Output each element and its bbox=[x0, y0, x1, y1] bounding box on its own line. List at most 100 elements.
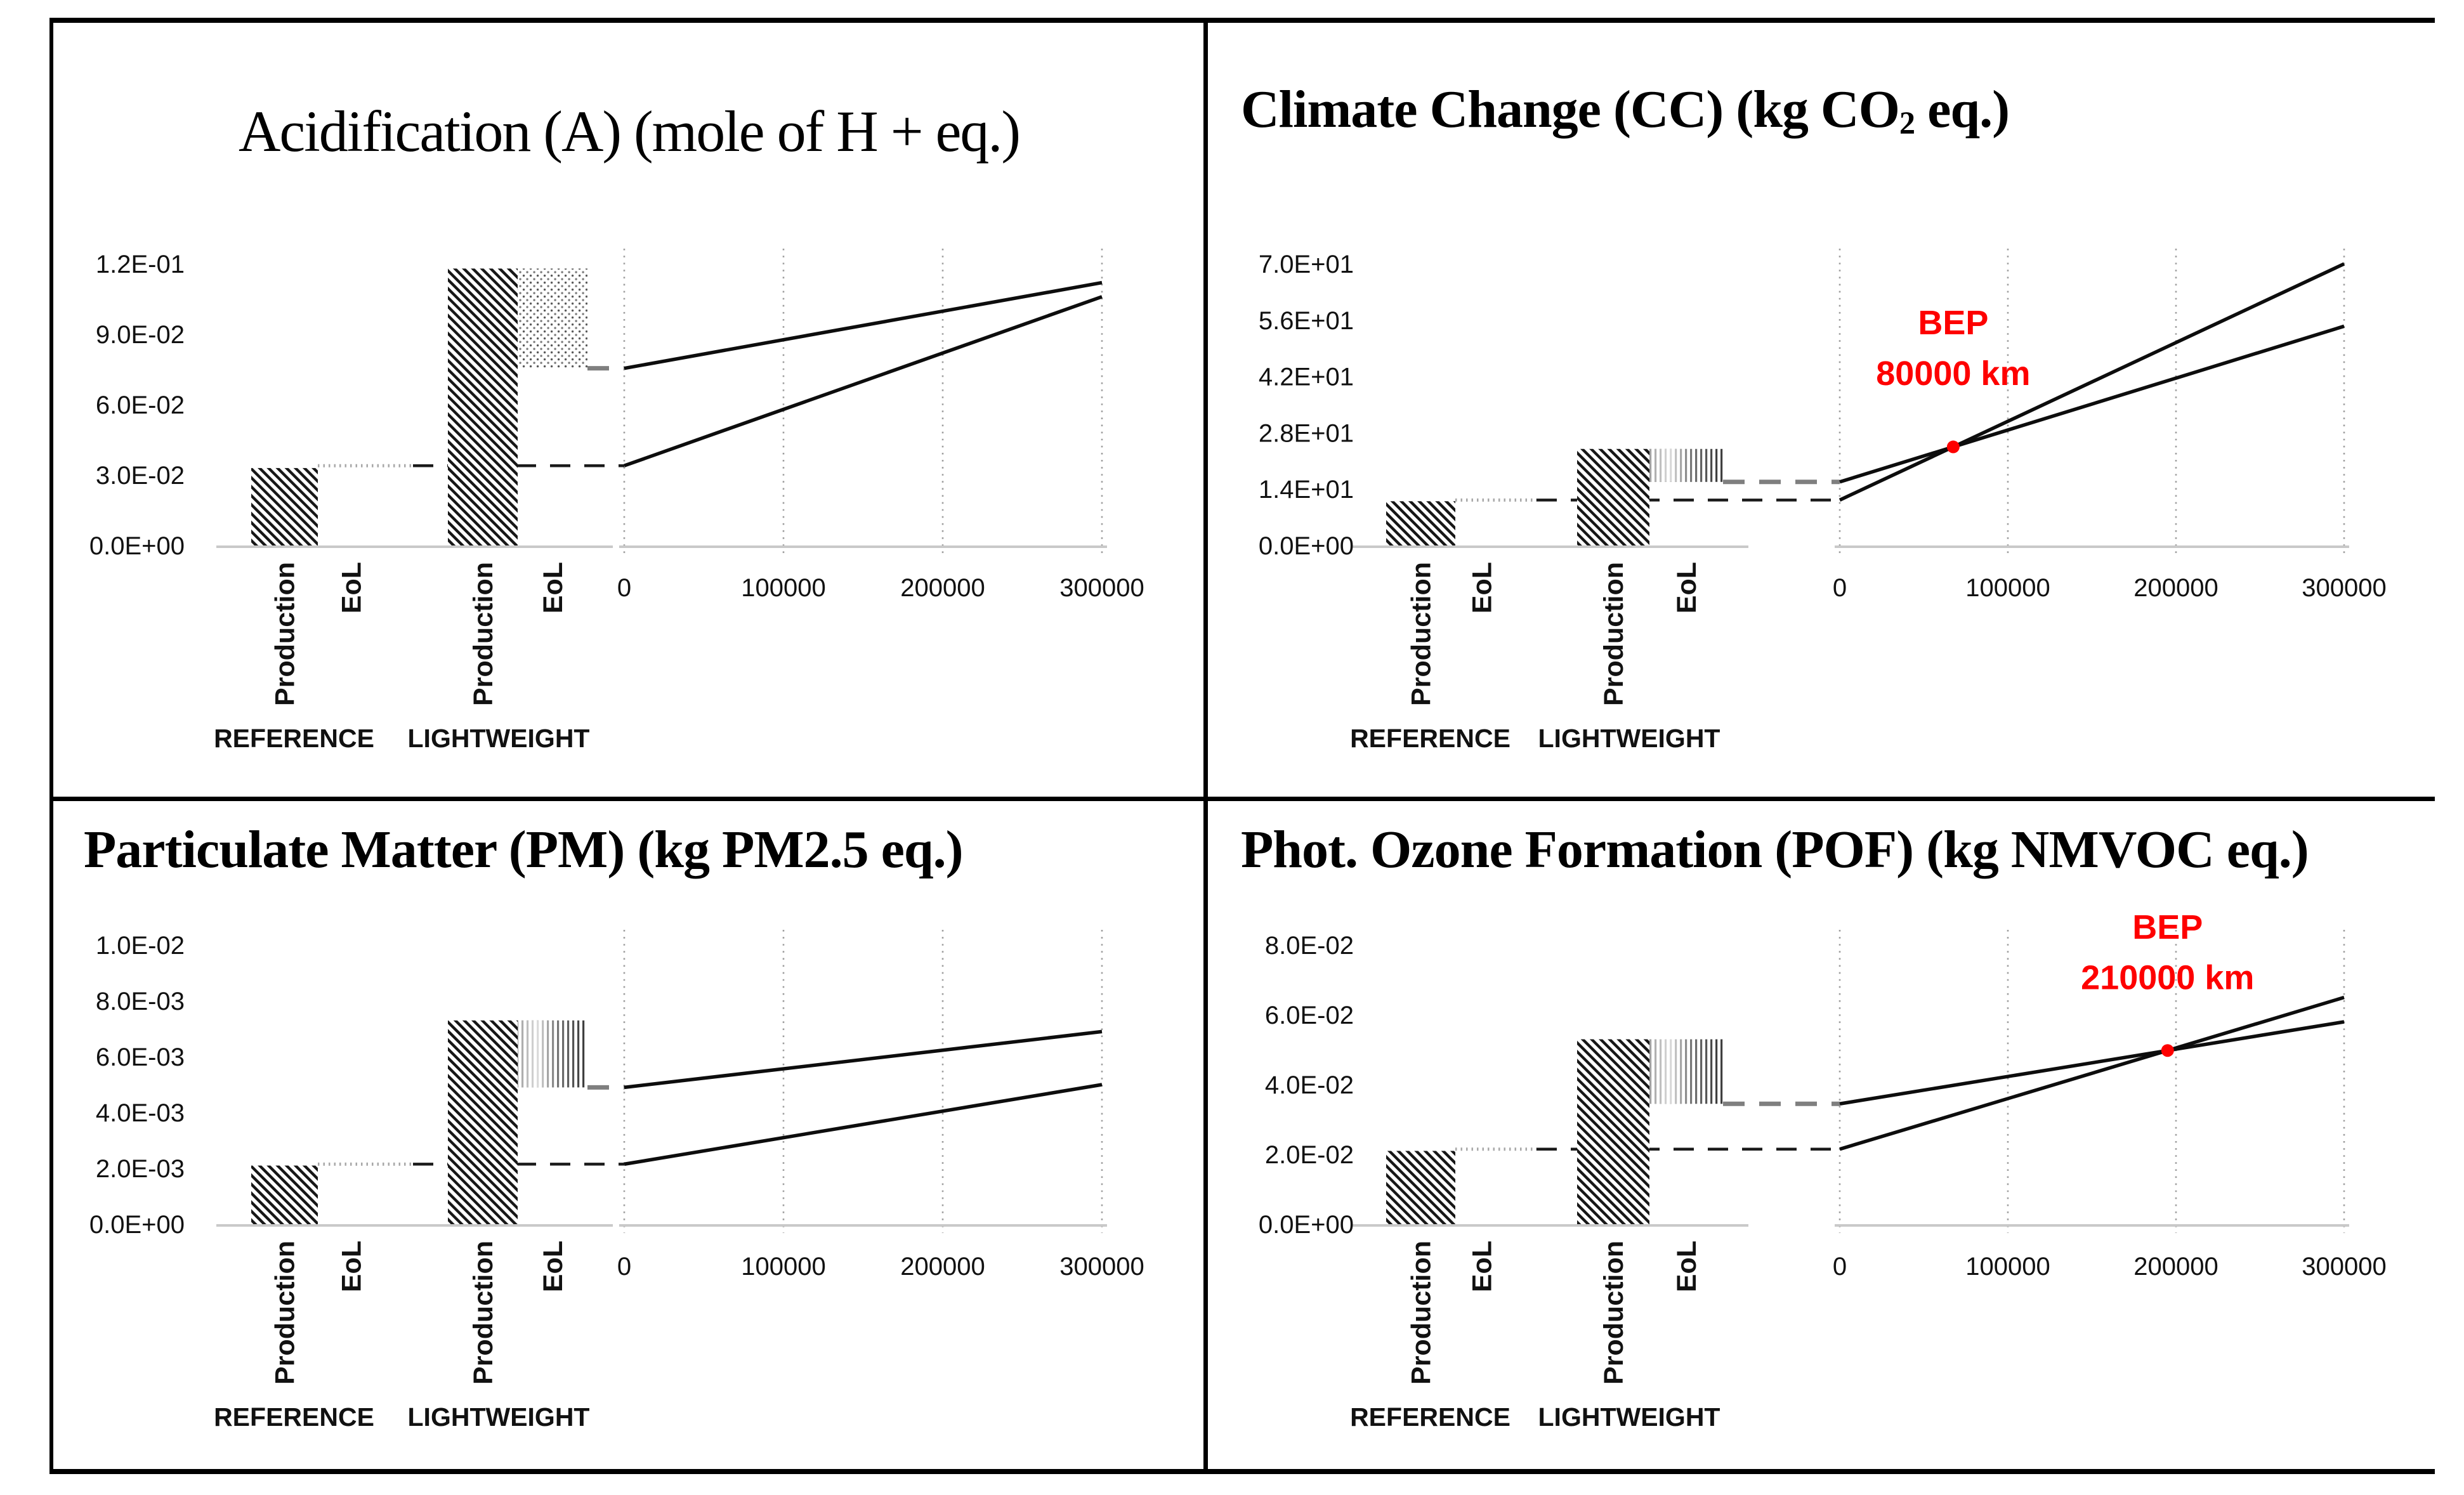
bar-item-label: EoL bbox=[1467, 562, 1498, 613]
panel-ozone-formation: Phot. Ozone Formation (POF) (kg NMVOC eq… bbox=[1208, 801, 2435, 1470]
x-axis-tick-label: 300000 bbox=[2302, 1253, 2386, 1281]
group-label-reference: REFERENCE bbox=[1350, 1402, 1511, 1432]
climate-change-chart: 0.0E+00 1.4E+01 2.8E+01 4.2E+01 5.6E+01 7.0E+… bbox=[1259, 249, 2387, 753]
bep-dot bbox=[2161, 1044, 2174, 1057]
particulate-matter-title: Particulate Matter (PM) (kg PM2.5 eq.) bbox=[84, 819, 964, 880]
y-axis-tick-label: 7.0E+01 bbox=[1259, 251, 1354, 278]
title-text: Phot. Ozone Formation (POF) (kg NMVOC eq… bbox=[1241, 820, 2309, 879]
title-text: Particulate Matter (PM) (kg PM2.5 eq.) bbox=[84, 820, 964, 879]
lightweight-production-bar bbox=[1577, 448, 1649, 545]
bep-dot bbox=[1946, 440, 1960, 454]
x-axis-tick-label: 0 bbox=[1833, 1253, 1847, 1281]
reference-use-line bbox=[624, 295, 1103, 467]
bep-label: BEP bbox=[1918, 304, 1988, 342]
bar-item-label: EoL bbox=[538, 562, 568, 613]
x-axis-tick-label: 200000 bbox=[900, 1253, 985, 1281]
x-axis-tick-label: 100000 bbox=[741, 574, 825, 602]
particulate-matter-chart: 0.0E+00 2.0E-03 4.0E-03 6.0E-03 8.0E-03 1.0E-… bbox=[89, 930, 1144, 1432]
y-axis-tick-label: 5.6E+01 bbox=[1259, 307, 1354, 335]
acidification-title: Acidification (A) (mole of H + eq.) bbox=[55, 98, 1203, 165]
y-axis-tick-label: 8.0E-02 bbox=[1265, 932, 1354, 960]
reference-use-line bbox=[624, 1083, 1103, 1166]
reference-use-line bbox=[1838, 262, 2345, 502]
y-axis-tick-label: 2.0E-02 bbox=[1265, 1141, 1354, 1169]
y-axis-tick-label: 4.2E+01 bbox=[1259, 363, 1354, 391]
x-axis-tick-label: 300000 bbox=[1059, 574, 1144, 602]
lightweight-use-line bbox=[624, 1029, 1103, 1090]
x-axis-tick-label: 300000 bbox=[1059, 1253, 1144, 1281]
bar-item-label: Production bbox=[270, 1241, 301, 1385]
y-axis-tick-label: 1.0E-02 bbox=[96, 932, 185, 960]
group-label-reference: REFERENCE bbox=[1350, 724, 1511, 753]
panel-particulate-matter: Particulate Matter (PM) (kg PM2.5 eq.) 0… bbox=[55, 801, 1203, 1470]
lightweight-eol-bar-fade bbox=[1649, 1039, 1723, 1104]
reference-production-bar bbox=[251, 1165, 318, 1224]
lightweight-production-bar bbox=[448, 268, 518, 545]
y-axis-tick-label: 6.0E-02 bbox=[1265, 1002, 1354, 1029]
lightweight-eol-bar-fade bbox=[1649, 448, 1723, 482]
reference-use-line bbox=[1839, 995, 2345, 1151]
bar-item-label: EoL bbox=[538, 1241, 568, 1292]
title-text: Climate Change (CC) (kg CO bbox=[1241, 80, 1900, 139]
group-label-lightweight: LIGHTWEIGHT bbox=[1538, 724, 1720, 753]
y-axis-tick-label: 0.0E+00 bbox=[89, 532, 185, 560]
lightweight-use-line bbox=[1839, 324, 2345, 484]
column-divider bbox=[1203, 18, 1208, 1474]
frame-bottom-rule bbox=[51, 1469, 2435, 1474]
x-axis-tick-label: 200000 bbox=[2133, 1253, 2218, 1281]
bep-km-label: 210000 km bbox=[2081, 958, 2254, 996]
bar-item-label: Production bbox=[1599, 1241, 1629, 1385]
bar-item-label: Production bbox=[1406, 1241, 1437, 1385]
y-axis-tick-label: 8.0E-03 bbox=[96, 988, 185, 1015]
x-axis-tick-label: 0 bbox=[617, 574, 631, 602]
y-axis-tick-label: 0.0E+00 bbox=[1259, 1211, 1354, 1239]
reference-production-bar bbox=[1386, 1151, 1455, 1224]
reference-production-bar bbox=[251, 467, 318, 545]
y-axis-tick-label: 0.0E+00 bbox=[1259, 532, 1354, 560]
bar-item-label: EoL bbox=[337, 562, 367, 613]
panel-acidification: Acidification (A) (mole of H + eq.) 0.0E… bbox=[55, 23, 1203, 797]
y-axis-tick-label: 9.0E-02 bbox=[96, 321, 185, 349]
lightweight-production-bar bbox=[1577, 1039, 1649, 1224]
group-label-reference: REFERENCE bbox=[214, 1402, 374, 1432]
x-axis-tick-label: 200000 bbox=[900, 574, 985, 602]
lightweight-use-line bbox=[1839, 1020, 2345, 1106]
ozone-formation-chart: 0.0E+00 2.0E-02 4.0E-02 6.0E-02 8.0E-02 0 1000… bbox=[1259, 908, 2387, 1432]
bar-item-label: EoL bbox=[1672, 562, 1702, 613]
y-axis-tick-label: 2.8E+01 bbox=[1259, 419, 1354, 447]
reference-production-bar bbox=[1386, 501, 1455, 545]
y-axis-tick-label: 3.0E-02 bbox=[96, 462, 185, 490]
group-label-lightweight: LIGHTWEIGHT bbox=[408, 1402, 590, 1432]
title-text: Acidification (A) (mole of H + eq.) bbox=[238, 99, 1021, 164]
frame-left-border bbox=[49, 18, 53, 1474]
title-text-post: eq.) bbox=[1915, 80, 2010, 139]
x-axis-tick-label: 100000 bbox=[1965, 574, 2050, 602]
y-axis-tick-label: 0.0E+00 bbox=[89, 1211, 185, 1239]
climate-change-title: Climate Change (CC) (kg CO2 eq.) bbox=[1241, 79, 2010, 141]
lightweight-use-line bbox=[624, 280, 1103, 370]
title-subscript: 2 bbox=[1899, 105, 1915, 141]
y-axis-tick-label: 4.0E-02 bbox=[1265, 1071, 1354, 1099]
x-axis-tick-label: 300000 bbox=[2302, 574, 2386, 602]
row-divider bbox=[51, 797, 2435, 801]
bar-item-label: Production bbox=[1599, 562, 1629, 706]
y-axis-tick-label: 4.0E-03 bbox=[96, 1099, 185, 1127]
x-axis-tick-label: 100000 bbox=[741, 1253, 825, 1281]
bar-item-label: Production bbox=[270, 562, 301, 706]
bep-km-label: 80000 km bbox=[1876, 355, 2030, 393]
y-axis-tick-label: 1.2E-01 bbox=[96, 251, 185, 278]
lightweight-eol-bar bbox=[518, 268, 587, 369]
acidification-chart: 0.0E+00 3.0E-02 6.0E-02 9.0E-02 1.2E-01 0 1000… bbox=[89, 249, 1144, 753]
lightweight-eol-bar-fade bbox=[518, 1020, 587, 1088]
lightweight-production-bar bbox=[448, 1020, 518, 1224]
y-axis-tick-label: 6.0E-02 bbox=[96, 391, 185, 419]
bar-item-label: EoL bbox=[337, 1241, 367, 1292]
group-label-lightweight: LIGHTWEIGHT bbox=[1538, 1402, 1720, 1432]
x-axis-tick-label: 0 bbox=[1833, 574, 1847, 602]
bar-item-label: EoL bbox=[1672, 1241, 1702, 1292]
bar-item-label: Production bbox=[468, 562, 499, 706]
y-axis-tick-label: 1.4E+01 bbox=[1259, 476, 1354, 504]
x-axis-tick-label: 0 bbox=[617, 1253, 631, 1281]
group-label-lightweight: LIGHTWEIGHT bbox=[408, 724, 590, 753]
bep-label: BEP bbox=[2132, 908, 2203, 946]
